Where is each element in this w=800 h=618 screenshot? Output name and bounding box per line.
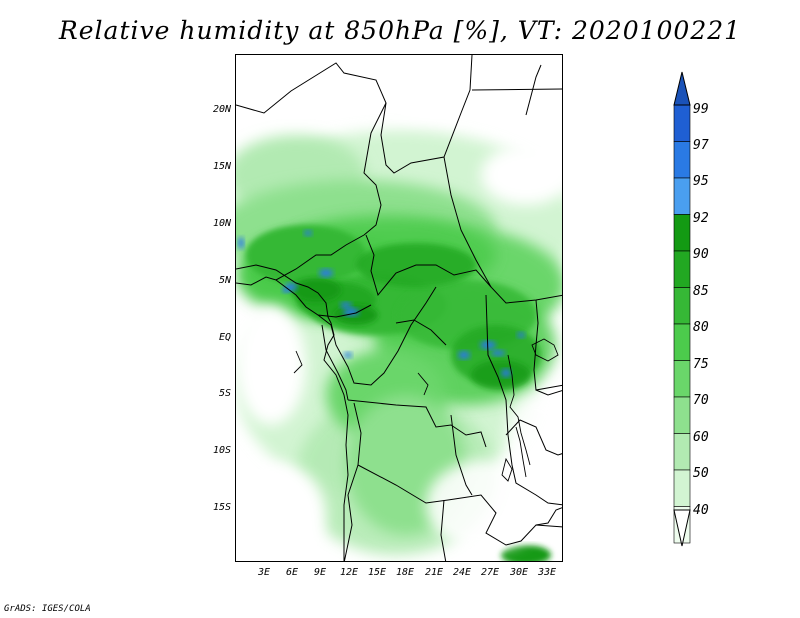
border-path [525, 64, 542, 116]
border-path [485, 294, 562, 506]
humidity-blob [304, 230, 312, 236]
humidity-blob [481, 145, 562, 205]
lon-tick-label: 30E [509, 567, 529, 578]
colorbar-bottom-arrow [673, 509, 691, 547]
colorbar-label: 50 [693, 466, 709, 481]
lon-tick-label: 18E [395, 567, 415, 578]
lake-path [293, 350, 303, 374]
lat-tick-label: EQ [218, 332, 231, 343]
colorbar-label: 92 [693, 211, 709, 226]
humidity-blob [506, 395, 562, 475]
lon-tick-label: 9E [313, 567, 327, 578]
border-path [471, 88, 562, 91]
lat-tick-label: 5N [218, 275, 231, 286]
border-path [347, 399, 487, 448]
lat-tick-label: 15N [212, 161, 231, 172]
border-path [450, 414, 473, 496]
lon-tick-label: 21E [424, 567, 444, 578]
humidity-blob [236, 305, 306, 425]
colorbar-swatch [673, 396, 691, 434]
colorbar-swatch [673, 433, 691, 471]
humidity-blob [236, 465, 326, 561]
colorbar [673, 71, 691, 547]
border-path [236, 234, 365, 286]
border-path [365, 234, 492, 297]
colorbar-swatch [673, 214, 691, 252]
humidity-blob [319, 269, 333, 277]
humidity-blob [501, 545, 551, 561]
colorbar-swatch [673, 323, 691, 361]
lat-tick-label: 10N [212, 218, 231, 229]
humidity-blob [471, 360, 531, 390]
colorbar-label: 40 [693, 503, 709, 518]
border-path [357, 464, 562, 546]
border-path [395, 319, 447, 346]
colorbar-swatch [673, 250, 691, 288]
colorbar-label: 90 [693, 247, 709, 262]
border-path [321, 324, 349, 401]
border-path [343, 402, 362, 561]
border-path [317, 286, 437, 386]
colorbar-label: 60 [693, 430, 709, 445]
colorbar-label: 97 [693, 138, 709, 153]
colorbar-label: 70 [693, 393, 709, 408]
humidity-blob [291, 278, 341, 302]
lat-tick-label: 10S [212, 445, 231, 456]
humidity-blob [343, 308, 359, 316]
border-path [535, 507, 562, 526]
chart-title: Relative humidity at 850hPa [%], VT: 202… [58, 16, 742, 45]
border-path [440, 499, 447, 561]
humidity-field [236, 60, 562, 561]
humidity-blob [517, 332, 525, 338]
humidity-blob [501, 369, 511, 377]
lat-tick-label: 20N [212, 104, 231, 115]
colorbar-top-arrow [673, 71, 691, 106]
lon-tick-label: 6E [285, 567, 299, 578]
lon-tick-label: 15E [367, 567, 387, 578]
border-path [505, 419, 562, 456]
colorbar-swatch [673, 360, 691, 398]
map-panel [235, 54, 563, 562]
coastline [236, 264, 349, 561]
humidity-blob [491, 350, 505, 356]
lat-tick-label: 5S [218, 388, 231, 399]
lake-outlines [293, 338, 559, 482]
lake-path [501, 457, 513, 482]
colorbar-label: 80 [693, 320, 709, 335]
colorbar-swatch [673, 177, 691, 215]
colorbar-label: 75 [693, 357, 709, 372]
colorbar-swatch [673, 469, 691, 507]
border-path [443, 156, 562, 304]
lon-tick-label: 33E [537, 567, 557, 578]
border-path [533, 299, 562, 391]
border-path [535, 389, 562, 396]
lon-tick-label: 12E [339, 567, 359, 578]
lat-tick-label: 15S [212, 502, 231, 513]
colorbar-swatch [673, 287, 691, 325]
border-path [380, 55, 473, 174]
colorbar-label: 99 [693, 102, 709, 117]
map-canvas [236, 55, 562, 561]
colorbar-swatch [673, 141, 691, 179]
humidity-blob [246, 60, 346, 110]
lake-path [531, 338, 559, 362]
colorbar-swatch [673, 104, 691, 142]
lake-path [515, 426, 527, 478]
colorbar-label: 95 [693, 174, 709, 189]
lake-path [507, 354, 531, 466]
lake-path [417, 372, 429, 396]
lon-tick-label: 27E [480, 567, 500, 578]
lon-tick-label: 24E [452, 567, 472, 578]
humidity-blob [238, 237, 244, 249]
humidity-blob [458, 351, 470, 359]
credit-label: GrADS: IGES/COLA [4, 604, 91, 614]
country-borders [236, 55, 562, 561]
humidity-blob [340, 302, 352, 308]
lon-tick-label: 3E [257, 567, 271, 578]
colorbar-label: 85 [693, 284, 709, 299]
humidity-blob [366, 70, 546, 120]
humidity-blob [344, 352, 352, 358]
